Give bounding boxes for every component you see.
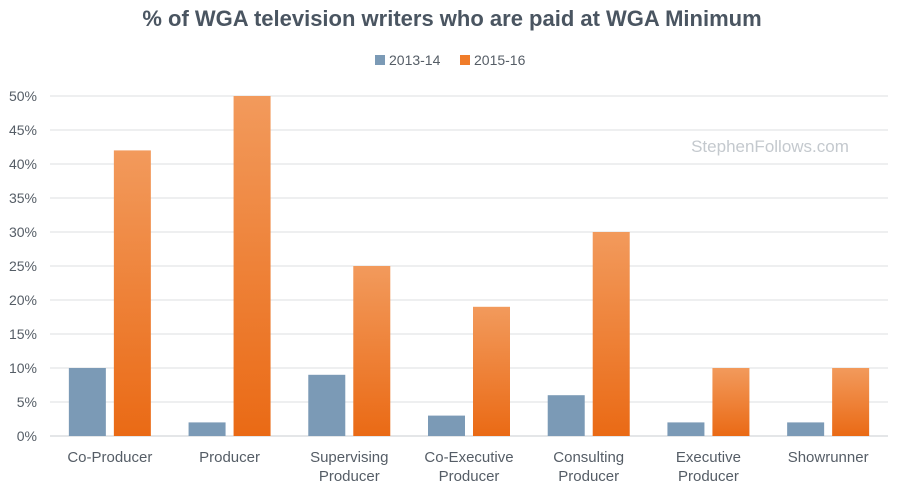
x-category-label: Producer — [678, 468, 739, 485]
x-category-label: Executive — [676, 449, 741, 466]
y-tick-label: 30% — [9, 224, 37, 240]
bar-2015-16-executive-producer — [712, 368, 750, 436]
bar-2013-14-consulting-producer — [547, 395, 585, 436]
bar-2015-16-co-producer — [113, 150, 151, 436]
y-tick-label: 10% — [9, 360, 37, 376]
x-category-label: Co-Producer — [67, 449, 152, 466]
legend-label-2013-14: 2013-14 — [389, 52, 441, 68]
x-category-label: Supervising — [310, 449, 388, 466]
bar-2015-16-consulting-producer — [592, 232, 630, 436]
bar-2013-14-co-producer — [68, 368, 106, 436]
y-axis: 0% 5% 10% 15% 20% 25% 30% 35% 40% 45% 50% — [9, 88, 37, 444]
y-tick-label: 35% — [9, 190, 37, 206]
bar-2013-14-executive-producer — [667, 422, 705, 436]
legend-label-2015-16: 2015-16 — [474, 52, 526, 68]
legend: 2013-14 2015-16 — [375, 52, 526, 68]
x-category-label: Showrunner — [788, 449, 869, 466]
chart-title: % of WGA television writers who are paid… — [142, 6, 761, 31]
watermark-text: StephenFollows.com — [691, 137, 849, 156]
x-category-label: Consulting — [553, 449, 624, 466]
y-tick-label: 5% — [17, 394, 37, 410]
x-category-label: Producer — [558, 468, 619, 485]
bar-2013-14-co-executive-producer — [428, 415, 465, 436]
y-tick-label: 40% — [9, 156, 37, 172]
bar-2015-16-producer — [233, 96, 271, 436]
gridlines — [50, 95, 888, 437]
x-axis: Co-Producer Producer Supervising Producer Co… — [67, 449, 868, 485]
bar-2015-16-showrunner — [832, 368, 870, 436]
bars — [68, 96, 870, 436]
y-tick-label: 15% — [9, 326, 37, 342]
y-tick-label: 50% — [9, 88, 37, 104]
y-tick-label: 20% — [9, 292, 37, 308]
y-tick-label: 0% — [17, 428, 37, 444]
bar-2013-14-showrunner — [787, 422, 825, 436]
bar-2015-16-supervising-producer — [353, 266, 391, 436]
y-tick-label: 25% — [9, 258, 37, 274]
x-category-label: Producer — [319, 468, 380, 485]
legend-swatch-2015-16 — [460, 55, 470, 65]
bar-2013-14-supervising-producer — [308, 374, 346, 436]
bar-2013-14-producer — [188, 422, 226, 436]
legend-swatch-2013-14 — [375, 55, 385, 65]
x-category-label: Co-Executive — [424, 449, 513, 466]
y-tick-label: 45% — [9, 122, 37, 138]
bar-2015-16-co-executive-producer — [473, 306, 510, 436]
x-category-label: Producer — [439, 468, 500, 485]
x-category-label: Producer — [199, 449, 260, 466]
